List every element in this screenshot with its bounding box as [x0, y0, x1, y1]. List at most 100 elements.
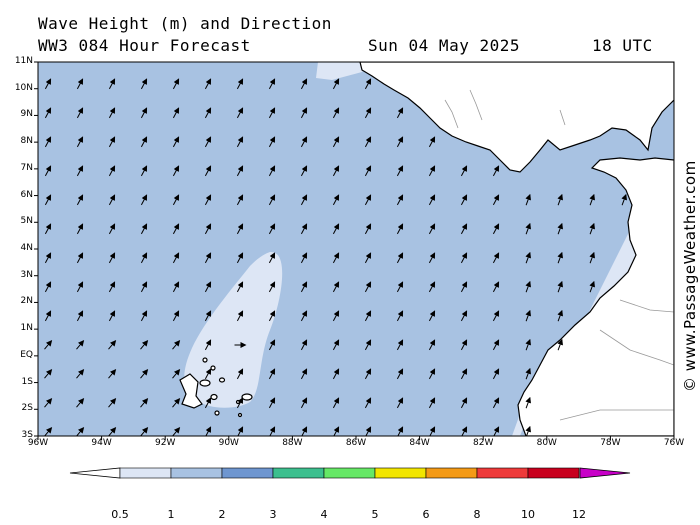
wave-arrow [364, 78, 372, 90]
wave-arrow [364, 368, 372, 380]
wave-arrow [525, 222, 532, 235]
colorbar-cell [170, 467, 223, 479]
wave-arrow [557, 338, 564, 351]
wave-arrow [525, 309, 532, 322]
wave-arrow [236, 165, 244, 177]
wave-arrow [557, 193, 564, 206]
wave-arrow [364, 107, 372, 119]
wave-arrow [269, 426, 276, 436]
wave-arrow [140, 252, 148, 264]
wave-arrow [268, 165, 276, 177]
wave-arrow [268, 339, 276, 351]
wave-arrow [268, 310, 276, 322]
wave-arrow [428, 136, 436, 148]
wave-arrow [204, 339, 212, 351]
wave-arrow [396, 136, 404, 148]
wave-arrow [557, 222, 564, 235]
wave-arrow [460, 223, 468, 235]
lon-label: 90W [218, 438, 239, 448]
wave-arrow [364, 223, 372, 235]
light-wave-area-north [316, 62, 370, 80]
wave-arrow [172, 136, 180, 148]
wave-arrow [396, 368, 404, 380]
wave-arrow [204, 136, 212, 148]
wave-arrow [204, 368, 212, 380]
wave-arrow [621, 193, 628, 206]
galapagos-islands [179, 357, 253, 418]
wave-arrow [172, 427, 181, 436]
colorbar-label: 2 [218, 508, 226, 521]
wave-arrow [108, 165, 116, 177]
wave-arrow [204, 165, 212, 177]
axis-ticks [34, 61, 675, 440]
wave-arrow [44, 223, 52, 235]
colorbar-min-triangle [69, 467, 121, 479]
wave-arrow [76, 340, 85, 350]
wave-arrow [76, 398, 85, 408]
wave-arrow [460, 194, 468, 206]
wave-arrow [492, 194, 500, 206]
wave-arrow [364, 194, 372, 206]
site-credit: © www.PassageWeather.com [681, 160, 699, 392]
wave-arrow [332, 78, 340, 90]
wave-arrow [76, 136, 84, 148]
wave-arrow [300, 368, 308, 380]
wave-arrow [236, 281, 244, 293]
wave-arrow [460, 368, 468, 380]
wave-arrow [236, 310, 244, 322]
wave-arrow [172, 310, 180, 322]
wave-arrow [492, 165, 500, 177]
land-south-america [517, 157, 674, 436]
wave-arrow [108, 136, 116, 148]
lon-label: 94W [91, 438, 112, 448]
wave-arrow [525, 193, 532, 206]
wave-arrow [332, 165, 340, 177]
colorbar-label: 12 [572, 508, 586, 521]
wave-arrow [300, 223, 308, 235]
forecast-model: WW3 084 Hour Forecast [38, 36, 251, 55]
wave-arrow [300, 136, 308, 148]
wave-arrow [428, 223, 436, 235]
wave-arrow [428, 368, 436, 380]
wave-arrow [460, 252, 468, 264]
wave-arrow [108, 340, 117, 350]
wave-arrow [332, 223, 340, 235]
wave-arrow [300, 165, 308, 177]
lat-label: EQ [20, 349, 33, 360]
wave-arrow [76, 310, 84, 322]
wave-arrow [108, 281, 116, 293]
colorbar-label: 3 [269, 508, 277, 521]
wave-arrow [268, 107, 276, 119]
wave-arrow [108, 223, 116, 235]
colorbar-label: 8 [473, 508, 481, 521]
wave-arrow [204, 310, 212, 322]
lat-label: 7N [20, 162, 33, 173]
lat-label: 2N [20, 296, 33, 307]
wave-arrow [172, 107, 180, 119]
wave-arrow [204, 281, 212, 293]
wave-arrow [332, 252, 340, 264]
wave-arrow [140, 165, 148, 177]
wave-arrow [332, 107, 340, 119]
lon-label: 88W [282, 438, 303, 448]
lon-label: 86W [345, 438, 367, 448]
wave-arrow [525, 280, 532, 293]
wave-arrow [76, 281, 84, 293]
wave-arrow [397, 426, 404, 436]
map-title: Wave Height (m) and Direction [38, 14, 332, 33]
forecast-time: 18 UTC [592, 36, 653, 55]
lon-label: 84W [409, 438, 430, 448]
wave-arrow [44, 427, 53, 436]
colorbar-cell [221, 467, 274, 479]
wave-arrow [172, 340, 181, 350]
wave-arrow [44, 107, 52, 119]
lat-label: 1N [20, 323, 33, 334]
wave-arrow [332, 368, 340, 380]
colorbar-cell [425, 467, 478, 479]
wave-arrow [172, 194, 180, 206]
lat-label: 6N [20, 189, 33, 200]
wave-arrow [300, 194, 308, 206]
wave-arrow [332, 194, 340, 206]
wave-arrow [140, 223, 148, 235]
